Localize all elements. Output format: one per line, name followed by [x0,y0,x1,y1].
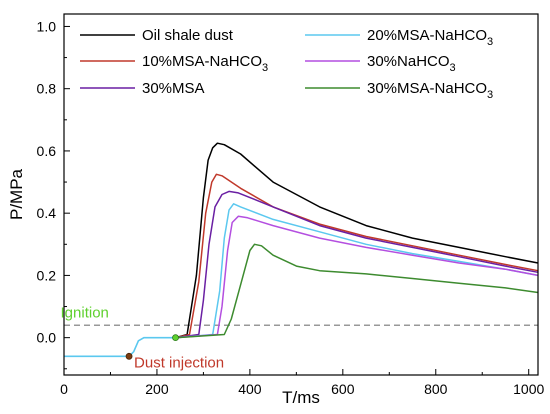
legend-label: 10%MSA-NaHCO3 [142,53,268,74]
legend-label: 30%MSA-NaHCO3 [367,80,493,101]
y-tick-label: 0.2 [37,267,57,283]
y-tick-label: 0.0 [37,330,57,346]
dust-injection-label: Dust injection [134,354,224,371]
ignition-label: Ignition [61,305,109,322]
series-line-20-msa-nahco3 [175,203,539,339]
annotations: Ignition Dust injection [61,305,225,372]
x-tick-label: 1000 [513,381,544,397]
x-tick-label: 0 [60,381,68,397]
y-tick-label: 0.8 [37,81,57,97]
series-line-30-msa-nahco3 [175,243,539,339]
y-tick-label: 1.0 [37,18,57,34]
legend-label: 30%MSA [142,80,205,97]
y-tick-label: 0.4 [37,205,57,221]
y-tick-label: 0.6 [37,143,57,159]
y-axis-title: P/MPa [7,168,26,220]
x-tick-label: 200 [145,381,169,397]
x-tick-label: 800 [424,381,448,397]
series-line-30-nahco3 [175,215,539,339]
x-axis-title: T/ms [282,388,320,407]
legend: Oil shale dust 10%MSA-NaHCO3 30%MSA 20%MSA-… [80,27,493,101]
legend-label: Oil shale dust [142,27,234,44]
x-axis-ticks: 0 200 400 600 800 1000 [60,369,544,397]
series-line-10-msa-nahco3 [175,173,539,339]
plot-lines [64,142,539,358]
series-line-30-msa [175,190,539,339]
legend-label: 20%MSA-NaHCO3 [367,27,493,48]
x-tick-label: 600 [331,381,355,397]
x-tick-label: 400 [238,381,262,397]
plot-frame [63,13,539,376]
legend-label: 30%NaHCO3 [367,53,456,74]
baseline-series-line [64,336,176,358]
dust-injection-marker [125,352,133,360]
ignition-marker [172,334,179,342]
y-axis-ticks: 0.0 0.2 0.4 0.6 0.8 1.0 [37,18,70,370]
series-line-oil-shale-dust [175,142,539,339]
